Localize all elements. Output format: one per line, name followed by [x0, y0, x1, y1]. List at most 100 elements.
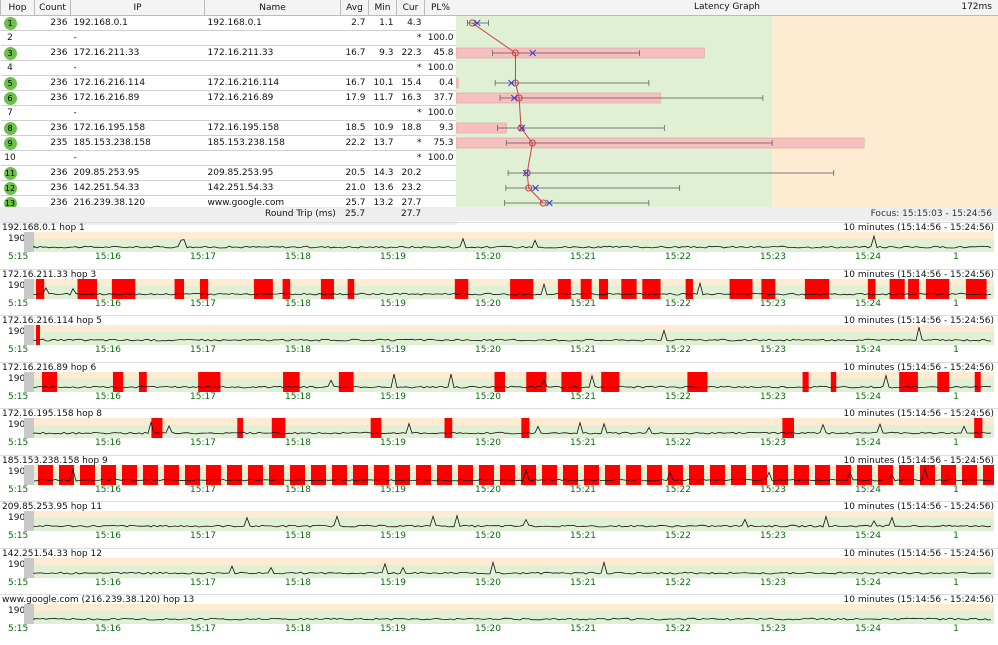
latency-trace	[33, 514, 992, 528]
hop-row[interactable]: 2 - * 100.0	[0, 30, 457, 46]
timeline-chart	[24, 604, 994, 624]
hop-cur: 23.2	[396, 180, 425, 196]
hop-timeline[interactable]: www.google.com (216.239.38.120) hop 13 1…	[0, 594, 998, 641]
timeline-start-gap	[24, 604, 34, 624]
hop-ip: 172.16.216.89	[70, 90, 205, 106]
packet-loss-block	[731, 464, 746, 485]
timeline-axis: 5:15 15:16 15:17 15:18 15:19 15:20 15:21 15:22 1…	[0, 438, 998, 450]
hop-pl: 0.4	[424, 75, 457, 91]
hop-pl: 9.3	[424, 120, 457, 136]
timeline-y-label: 190	[8, 606, 26, 616]
timeline-range: 10 minutes (15:14:56 - 15:24:56)	[843, 269, 994, 280]
timeline-tick: 15:19	[380, 298, 406, 309]
hop-ip: 142.251.54.33	[70, 180, 205, 196]
hop-row[interactable]: 5 236 172.16.216.114 172.16.216.114 16.7 10.1…	[0, 75, 457, 91]
packet-loss-block	[370, 418, 382, 438]
hop-row[interactable]: 3 236 172.16.211.33 172.16.211.33 16.7 9.3 22.…	[0, 45, 457, 61]
latency-trace	[33, 420, 992, 435]
hop-row[interactable]: 4 - * 100.0	[0, 60, 457, 76]
hop-min	[368, 105, 397, 121]
timeline-tick: 15:20	[475, 345, 501, 355]
col-cur[interactable]: Cur	[396, 0, 425, 16]
hop-row[interactable]: 1 236 192.168.0.1 192.168.0.1 2.7 1.1 4.3	[0, 15, 457, 31]
timeline-tick: 1	[953, 484, 959, 495]
hop-row[interactable]: 7 - * 100.0	[0, 105, 457, 121]
timeline-axis: 5:15 15:16 15:17 15:18 15:19 15:20 15:21 15:22 1…	[0, 624, 998, 636]
hop-row[interactable]: 10 - * 100.0	[0, 150, 457, 166]
hop-timeline[interactable]: 142.251.54.33 hop 12 10 minutes (15:14:5…	[0, 547, 998, 595]
timeline-start-gap	[24, 464, 34, 485]
packet-loss-block	[925, 278, 950, 299]
timeline-good-band	[24, 611, 994, 624]
hop-ip: 209.85.253.95	[70, 165, 205, 181]
hop-cur: 16.3	[396, 90, 425, 106]
timeline-tick: 15:21	[570, 577, 596, 588]
hop-count: 235	[34, 135, 71, 151]
timeline-tick: 1	[953, 577, 959, 588]
hop-name	[204, 105, 341, 121]
timeline-tick: 15:19	[380, 345, 406, 355]
hop-ip: -	[70, 30, 205, 46]
packet-loss-block	[521, 418, 530, 438]
hop-row[interactable]: 12 236 142.251.54.33 142.251.54.33 21.0 13.6 2…	[0, 180, 457, 196]
timeline-tick: 15:18	[285, 438, 311, 448]
timeline-tick: 15:17	[190, 624, 216, 634]
packet-loss-block	[283, 371, 300, 392]
hop-timeline[interactable]: 185.153.238.158 hop 9 10 minutes (15:14:…	[0, 454, 998, 502]
hop-row[interactable]: 11 236 209.85.253.95 209.85.253.95 20.5 14.3 2…	[0, 165, 457, 181]
timeline-chart	[24, 278, 994, 299]
col-pl[interactable]: PL%	[424, 0, 457, 16]
hop-cur: 18.8	[396, 120, 425, 136]
timeline-name: 172.16.211.33 hop 3	[2, 269, 97, 280]
timeline-range: 10 minutes (15:14:56 - 15:24:56)	[843, 362, 994, 373]
packet-loss-block	[437, 464, 452, 485]
hop-name: 172.16.216.114	[204, 75, 341, 91]
timeline-y-label: 190	[8, 466, 26, 477]
hop-timeline[interactable]: 192.168.0.1 hop 1 10 minutes (15:14:56 -…	[0, 222, 998, 269]
hop-timeline[interactable]: 172.16.195.158 hop 8 10 minutes (15:14:5…	[0, 408, 998, 455]
col-avg[interactable]: Avg	[340, 0, 369, 16]
hop-row[interactable]: 9 235 185.153.238.158 185.153.238.158 22.2 13…	[0, 135, 457, 151]
col-ip[interactable]: IP	[70, 0, 205, 16]
latency-graph[interactable]	[456, 16, 998, 207]
packet-loss-block	[563, 464, 578, 485]
timeline-tick: 15:22	[665, 252, 691, 262]
hop-pl	[424, 165, 457, 181]
hop-timeline[interactable]: 209.85.253.95 hop 11 10 minutes (15:14:5…	[0, 501, 998, 548]
timeline-name: 172.16.195.158 hop 8	[2, 409, 102, 419]
hop-cur: 20.2	[396, 165, 425, 181]
timeline-tick: 15:20	[475, 577, 501, 588]
hop-timeline[interactable]: 172.16.216.89 hop 6 10 minutes (15:14:56…	[0, 361, 998, 409]
col-hop[interactable]: Hop	[0, 0, 35, 16]
cur-latency-marker	[522, 169, 530, 177]
packet-loss-block	[761, 278, 776, 299]
hop-min: 11.7	[368, 90, 397, 106]
timeline-warn-band	[24, 418, 994, 425]
col-count[interactable]: Count	[34, 0, 71, 16]
cur-latency-marker	[508, 79, 515, 87]
timeline-name: 209.85.253.95 hop 11	[2, 502, 102, 512]
hop-timeline[interactable]: 172.16.211.33 hop 3 10 minutes (15:14:56…	[0, 268, 998, 316]
timeline-tick: 15:16	[95, 345, 121, 355]
hop-cur: *	[396, 135, 425, 151]
timeline-tick: 1	[953, 298, 959, 309]
hop-ip: 185.153.238.158	[70, 135, 205, 151]
col-min[interactable]: Min	[368, 0, 397, 16]
hop-avg: 17.9	[340, 90, 369, 106]
hop-row[interactable]: 8 236 172.16.195.158 172.16.195.158 18.5 10.9…	[0, 120, 457, 136]
packet-loss-block	[38, 464, 53, 485]
col-name[interactable]: Name	[204, 0, 341, 16]
hop-number: 6	[0, 90, 35, 106]
packet-loss-block	[580, 278, 592, 299]
timeline-tick: 15:19	[380, 484, 406, 495]
hop-row[interactable]: 6 236 172.16.216.89 172.16.216.89 17.9 11.7 16…	[0, 90, 457, 106]
packet-loss-block	[830, 371, 837, 392]
packet-loss-block	[542, 464, 557, 485]
hop-timeline[interactable]: 172.16.216.114 hop 5 10 minutes (15:14:5…	[0, 315, 998, 362]
hop-avg: 2.7	[340, 15, 369, 31]
timeline-tick: 15:18	[285, 484, 311, 495]
packet-loss-block	[752, 464, 767, 485]
hop-pl: 100.0	[424, 150, 457, 166]
packet-loss-block	[685, 278, 694, 299]
packet-loss-block	[599, 278, 609, 299]
